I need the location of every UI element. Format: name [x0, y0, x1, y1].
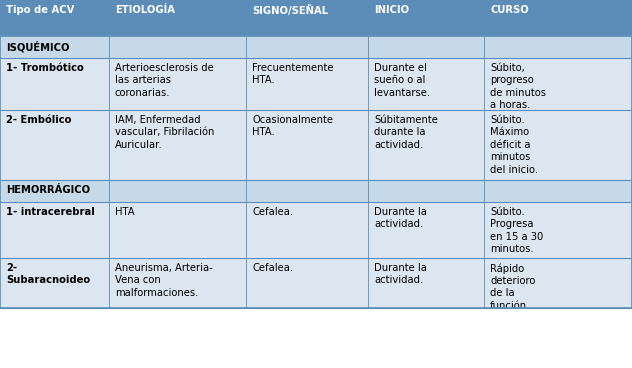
- Text: 2- Embólico: 2- Embólico: [6, 115, 71, 125]
- Text: 2-
Subaracnoideo: 2- Subaracnoideo: [6, 263, 90, 286]
- Text: Tipo de ACV: Tipo de ACV: [6, 5, 75, 15]
- Text: Durante el
sueño o al
levantarse.: Durante el sueño o al levantarse.: [374, 63, 430, 98]
- Bar: [0, 258, 109, 308]
- Bar: [246, 110, 368, 180]
- Text: Cefalea.: Cefalea.: [252, 207, 294, 217]
- Text: Frecuentemente
HTA.: Frecuentemente HTA.: [252, 63, 334, 85]
- Bar: [246, 58, 368, 110]
- Bar: [368, 58, 484, 110]
- Bar: [0, 110, 109, 180]
- Text: IAM, Enfermedad
vascular, Fibrilación
Auricular.: IAM, Enfermedad vascular, Fibrilación Au…: [114, 115, 214, 150]
- Bar: [368, 202, 484, 258]
- Text: Durante la
actividad.: Durante la actividad.: [374, 263, 427, 286]
- Bar: [484, 58, 632, 110]
- Text: Ocasionalmente
HTA.: Ocasionalmente HTA.: [252, 115, 334, 137]
- Bar: [484, 110, 632, 180]
- Bar: [368, 0, 484, 36]
- Text: SIGNO/SEÑAL: SIGNO/SEÑAL: [252, 5, 329, 16]
- Bar: [109, 110, 246, 180]
- Text: CURSO: CURSO: [490, 5, 529, 15]
- Bar: [246, 0, 368, 36]
- Bar: [109, 58, 246, 110]
- Bar: [484, 258, 632, 308]
- Text: Súbito.
Máximo
déficit a
minutos
del inicio.: Súbito. Máximo déficit a minutos del ini…: [490, 115, 538, 174]
- Bar: [0, 58, 109, 110]
- Text: Súbito.
Progresa
en 15 a 30
minutos.: Súbito. Progresa en 15 a 30 minutos.: [490, 207, 544, 254]
- Text: Durante la
actividad.: Durante la actividad.: [374, 207, 427, 229]
- Text: Súbito,
progreso
de minutos
a horas.: Súbito, progreso de minutos a horas.: [490, 63, 546, 110]
- Text: Rápido
deterioro
de la
función.: Rápido deterioro de la función.: [490, 263, 535, 311]
- Bar: [368, 258, 484, 308]
- Bar: [109, 0, 246, 36]
- Bar: [246, 258, 368, 308]
- Bar: [109, 202, 246, 258]
- Text: INICIO: INICIO: [374, 5, 410, 15]
- Text: Cefalea.: Cefalea.: [252, 263, 294, 273]
- Bar: [109, 258, 246, 308]
- Text: Arterioesclerosis de
las arterias
coronarias.: Arterioesclerosis de las arterias corona…: [114, 63, 214, 98]
- Bar: [0, 202, 109, 258]
- Text: Súbitamente
durante la
actividad.: Súbitamente durante la actividad.: [374, 115, 439, 150]
- Text: 1- intracerebral: 1- intracerebral: [6, 207, 95, 217]
- Bar: [484, 202, 632, 258]
- Text: HEMORRÁGICO: HEMORRÁGICO: [6, 185, 90, 195]
- Text: HTA: HTA: [114, 207, 135, 217]
- Text: 1- Trombótico: 1- Trombótico: [6, 63, 84, 73]
- Text: Aneurisma, Arteria-
Vena con
malformaciones.: Aneurisma, Arteria- Vena con malformacio…: [114, 263, 212, 298]
- Bar: [0, 180, 632, 202]
- Bar: [368, 110, 484, 180]
- Text: ISQUÉMICO: ISQUÉMICO: [6, 41, 70, 53]
- Bar: [484, 0, 632, 36]
- Text: ETIOLOGÍA: ETIOLOGÍA: [114, 5, 174, 15]
- Bar: [0, 36, 632, 58]
- Bar: [0, 0, 109, 36]
- Bar: [246, 202, 368, 258]
